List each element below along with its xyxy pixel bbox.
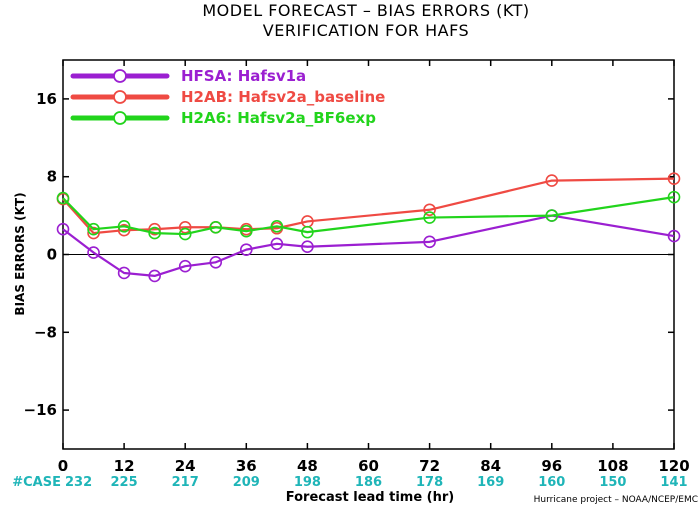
legend-label: HFSA: Hafsv1a xyxy=(181,67,306,85)
y-tick-label: 0 xyxy=(47,246,57,264)
case-count: 198 xyxy=(294,475,321,490)
legend-marker xyxy=(113,111,127,125)
data-point xyxy=(148,269,161,283)
case-count-row: #CASE 232 225 217 209 198 186 178 169 160 150 141 xyxy=(12,475,687,490)
credit-text: Hurricane project – NOAA/NCEP/EMC xyxy=(534,495,698,505)
case-count: 169 xyxy=(477,475,504,490)
legend-entry-1: HFSA: Hafsv1a xyxy=(70,67,306,85)
x-tick-label: 120 xyxy=(658,457,689,475)
data-point xyxy=(423,203,436,217)
series-1 xyxy=(56,209,681,283)
legend-label: H2A6: Hafsv2a_BF6exp xyxy=(181,109,376,127)
case-row-label: #CASE xyxy=(12,475,61,490)
y-tick-label: 8 xyxy=(47,168,57,186)
case-count: 217 xyxy=(172,475,199,490)
data-point xyxy=(301,225,314,239)
data-point xyxy=(423,235,436,249)
data-point xyxy=(240,243,253,256)
data-point xyxy=(87,222,100,236)
y-tick-label: −16 xyxy=(24,401,57,419)
data-point xyxy=(56,222,70,236)
case-count: 178 xyxy=(416,475,443,490)
data-point xyxy=(178,220,192,234)
case-count: 160 xyxy=(538,475,565,490)
data-point xyxy=(178,227,192,241)
legend-entry-2: H2AB: Hafsv2a_baseline xyxy=(70,88,385,106)
case-count: 209 xyxy=(233,475,260,490)
data-point xyxy=(270,219,284,233)
x-tick-label: 0 xyxy=(58,457,68,475)
x-tick-label: 84 xyxy=(480,457,501,475)
y-tick-label: −8 xyxy=(34,323,57,341)
data-point xyxy=(148,226,161,240)
y-axis-label: BIAS ERRORS (KT) xyxy=(13,192,27,315)
legend-marker xyxy=(113,69,127,83)
case-count: 141 xyxy=(660,475,687,490)
data-point xyxy=(545,209,559,222)
legend-label: H2AB: Hafsv2a_baseline xyxy=(181,88,385,106)
chart-subtitle: VERIFICATION FOR HAFS xyxy=(263,21,469,40)
data-point xyxy=(301,240,314,254)
data-point xyxy=(87,226,100,240)
x-axis-ticks: 0 12 24 36 48 60 72 84 96 108 120 xyxy=(58,60,690,475)
data-point xyxy=(545,174,559,187)
chart-title: MODEL FORECAST – BIAS ERRORS (KT) xyxy=(202,1,529,20)
case-count: 232 xyxy=(65,475,92,490)
x-tick-label: 48 xyxy=(297,457,318,475)
data-point xyxy=(117,223,131,237)
series-3 xyxy=(56,190,681,241)
data-point xyxy=(667,229,681,243)
legend: HFSA: Hafsv1a H2AB: Hafsv2a_baseline H2A6:… xyxy=(70,67,385,127)
data-point xyxy=(240,224,253,238)
data-point xyxy=(178,259,192,273)
data-point xyxy=(667,172,681,185)
data-point xyxy=(56,191,70,205)
x-tick-label: 72 xyxy=(419,457,440,475)
legend-marker xyxy=(113,90,127,104)
data-point xyxy=(423,211,436,224)
x-tick-label: 12 xyxy=(114,457,135,475)
x-tick-label: 24 xyxy=(175,457,196,475)
case-count: 186 xyxy=(355,475,382,490)
x-tick-label: 96 xyxy=(541,457,562,475)
data-point xyxy=(117,266,131,280)
x-tick-label: 36 xyxy=(236,457,257,475)
series-layer xyxy=(56,172,681,283)
data-point xyxy=(667,190,681,204)
x-tick-label: 108 xyxy=(597,457,628,475)
data-point xyxy=(87,246,100,259)
x-tick-label: 60 xyxy=(358,457,379,475)
data-point xyxy=(209,255,223,269)
data-point xyxy=(148,222,161,236)
data-point xyxy=(117,219,131,233)
data-point xyxy=(270,237,284,251)
y-axis-ticks: −16 −8 0 8 16 xyxy=(24,90,674,419)
x-axis-label: Forecast lead time (hr) xyxy=(286,490,454,505)
case-count: 225 xyxy=(111,475,138,490)
legend-entry-3: H2A6: Hafsv2a_BF6exp xyxy=(70,109,376,127)
y-tick-label: 16 xyxy=(36,90,57,108)
data-point xyxy=(209,220,223,234)
case-count: 150 xyxy=(599,475,626,490)
